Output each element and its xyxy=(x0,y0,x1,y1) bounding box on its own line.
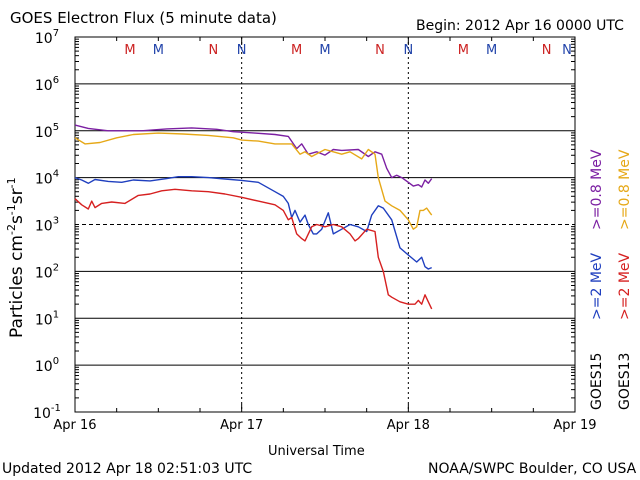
y-tick-base: 10 xyxy=(35,125,53,141)
y-tick-exponent: 0 xyxy=(53,356,59,367)
y-tick-base: 10 xyxy=(35,78,53,94)
y-tick-label: 104 xyxy=(35,169,59,188)
marker-label: M xyxy=(291,43,302,58)
marker-label: M xyxy=(486,43,497,58)
y-label-sup: -1 xyxy=(5,204,18,215)
y-label-sup: -1 xyxy=(5,177,18,188)
y-tick-base: 10 xyxy=(35,265,53,281)
x-axis-label: Universal Time xyxy=(268,444,365,459)
x-tick-label: Apr 16 xyxy=(53,418,96,433)
y-tick-base: 10 xyxy=(35,359,53,375)
y-label-part: s xyxy=(7,215,27,224)
y-tick-label: 101 xyxy=(35,309,59,328)
marker-label: N xyxy=(403,43,413,58)
x-tick-labels: Apr 16 Apr 17 Apr 18 Apr 19 xyxy=(53,418,596,433)
y-tick-base: 10 xyxy=(35,172,53,188)
x-tick-label: Apr 17 xyxy=(220,418,263,433)
legend-entry: >=2 MeV xyxy=(617,252,633,320)
marker-label: N xyxy=(375,43,385,58)
series-line xyxy=(74,124,433,188)
series-line xyxy=(74,188,433,310)
marker-label: N xyxy=(208,43,218,58)
decade-gridlines xyxy=(75,38,575,399)
y-tick-label: 10-1 xyxy=(33,403,61,422)
y-tick-exponent: 7 xyxy=(53,28,59,39)
marker-label: N xyxy=(237,43,247,58)
updated-timestamp: Updated 2012 Apr 18 02:51:03 UTC xyxy=(2,461,252,477)
marker-label: M xyxy=(458,43,469,58)
y-label-part: sr xyxy=(7,188,27,204)
legend-satellite: GOES15 xyxy=(589,353,605,410)
y-tick-exponent: 6 xyxy=(53,75,59,86)
legend-entry: >=2 MeV xyxy=(589,252,605,320)
y-tick-label: 105 xyxy=(35,122,59,141)
marker-label: N xyxy=(562,43,572,58)
y-tick-label: 102 xyxy=(35,262,59,281)
begin-label: Begin: 2012 Apr 16 0000 UTC xyxy=(416,18,624,34)
y-tick-exponent: 3 xyxy=(53,216,59,227)
y-tick-exponent: -1 xyxy=(51,403,61,414)
y-tick-exponent: 4 xyxy=(53,169,59,180)
y-tick-exponent: 2 xyxy=(53,262,59,273)
chart-title: GOES Electron Flux (5 minute data) xyxy=(10,9,277,27)
y-tick-base: 10 xyxy=(33,406,51,422)
legend-entry: >=0.8 MeV xyxy=(617,149,633,230)
y-tick-exponent: 5 xyxy=(53,122,59,133)
y-tick-label: 103 xyxy=(35,216,59,235)
x-tick-label: Apr 19 xyxy=(553,418,596,433)
y-axis-label: Particles cm-2s-1sr-1 xyxy=(5,177,27,338)
y-tick-base: 10 xyxy=(35,219,53,235)
marker-label: M xyxy=(153,43,164,58)
marker-label: N xyxy=(542,43,552,58)
legend-satellite: GOES13 xyxy=(617,353,633,410)
day-boundary-lines xyxy=(74,37,576,412)
y-tick-exponent: 1 xyxy=(53,309,59,320)
legend: >=0.8 MeV >=0.8 MeV >=2 MeV >=2 MeV GOES15 GO… xyxy=(589,149,633,410)
legend-entry: >=0.8 MeV xyxy=(589,149,605,230)
y-label-part: Particles cm xyxy=(7,235,27,338)
credit-line: NOAA/SWPC Boulder, CO USA xyxy=(428,461,637,477)
marker-label: M xyxy=(124,43,135,58)
y-tick-base: 10 xyxy=(35,31,53,47)
flux-series xyxy=(74,124,433,310)
y-tick-label: 100 xyxy=(35,356,59,375)
y-tick-label: 106 xyxy=(35,75,59,94)
y-tick-label: 107 xyxy=(35,28,59,47)
marker-label: M xyxy=(319,43,330,58)
x-tick-label: Apr 18 xyxy=(387,418,430,433)
series-line xyxy=(74,175,432,270)
series-line xyxy=(74,132,433,230)
y-label-sup: -2 xyxy=(5,224,18,235)
y-tick-base: 10 xyxy=(35,312,53,328)
